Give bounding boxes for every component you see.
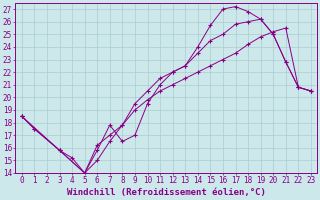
X-axis label: Windchill (Refroidissement éolien,°C): Windchill (Refroidissement éolien,°C) xyxy=(67,188,266,197)
